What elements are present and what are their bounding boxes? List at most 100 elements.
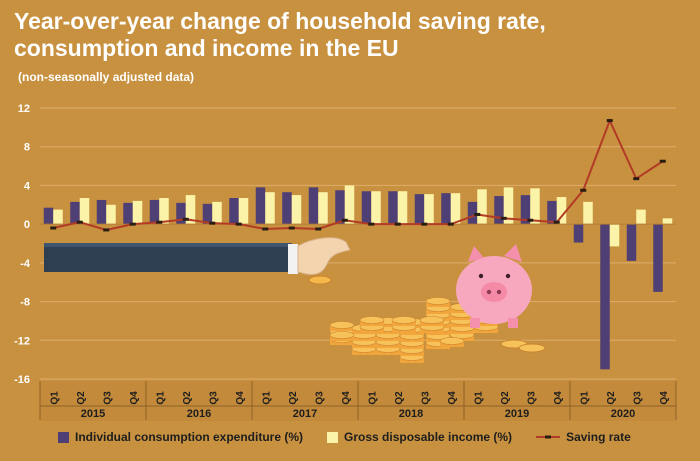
cuff-shape: [288, 244, 298, 274]
bar-income: [185, 195, 196, 225]
bar-consumption: [149, 199, 160, 225]
bar-income: [609, 224, 620, 247]
bar-consumption: [96, 199, 107, 225]
bar-consumption: [573, 224, 584, 243]
bar-income: [371, 191, 381, 225]
bar-consumption: [176, 202, 186, 225]
saving-line-layer: [50, 117, 666, 232]
bar-consumption: [414, 194, 425, 225]
bar-income: [503, 187, 514, 225]
x-tick-label: Q4: [447, 391, 458, 405]
bar-income: [662, 218, 673, 225]
piggy-nostril: [486, 289, 492, 295]
coin-icon: [391, 316, 417, 324]
x-tick-label: Q2: [606, 391, 617, 405]
x-tick-label: Q4: [659, 391, 670, 405]
bar-income: [106, 204, 116, 225]
legend-swatch-income: [327, 431, 339, 443]
x-tick-label: Q1: [473, 391, 484, 405]
legend-label-consumption: Individual consumption expenditure (%): [75, 430, 304, 444]
legend-label-saving: Saving rate: [566, 430, 631, 444]
x-tick-label: Q1: [579, 391, 590, 405]
bar-income: [556, 197, 567, 225]
bar-consumption: [308, 187, 319, 225]
y-tick-label: -12: [14, 335, 30, 347]
bar-income: [583, 201, 593, 225]
bar-income: [450, 193, 461, 225]
x-tick-label: Q3: [208, 391, 219, 405]
bar-income: [291, 195, 302, 225]
y-tick-label: 8: [24, 142, 30, 154]
x-tick-label: Q2: [500, 391, 511, 405]
legend: Individual consumption expenditure (%) G…: [58, 430, 631, 444]
y-tick-label: 12: [18, 103, 30, 115]
bar-income: [477, 189, 487, 225]
bar-consumption: [494, 196, 504, 225]
bar-consumption: [361, 191, 372, 225]
legend-item-saving: Saving rate: [536, 430, 631, 444]
piggy-eye: [505, 273, 511, 279]
legend-item-consumption: Individual consumption expenditure (%): [58, 430, 303, 444]
chart-title-line-2: consumption and income in the EU: [14, 35, 399, 61]
coin-icon: [329, 321, 355, 329]
legend-swatch-consumption: [58, 431, 69, 443]
piggy-leg: [508, 318, 518, 328]
piggy-snout: [481, 282, 507, 302]
bar-consumption: [335, 190, 345, 225]
x-tick-label: Q1: [367, 391, 378, 405]
x-tick-label: Q4: [235, 391, 246, 405]
x-tick-label: Q2: [182, 391, 193, 405]
legend-item-income: Gross disposable income (%): [327, 430, 512, 444]
hand-shape: [297, 237, 351, 275]
chart-subtitle: (non-seasonally adjusted data): [18, 70, 195, 84]
x-tick-label: Q1: [49, 391, 60, 405]
piggy-eye: [478, 273, 484, 279]
legend-label-income: Gross disposable income (%): [344, 430, 513, 444]
bar-consumption: [467, 201, 478, 225]
bar-consumption: [441, 193, 451, 225]
piggy-nostril: [496, 289, 502, 295]
bar-income: [318, 192, 328, 225]
bar-consumption: [229, 198, 239, 225]
bar-income: [238, 198, 249, 225]
y-axis: 12 8 4 0 -4 -8 -12 -16: [14, 103, 31, 386]
x-axis: Q1 Q2 Q3 Q4 Q1 Q2 Q3 Q4 Q1 Q2 Q3 Q4 Q1 Q2 Q3 Q4 Q1 Q2 Q3 Q4…: [39, 381, 677, 421]
x-tick-label: Q3: [314, 391, 325, 405]
x-tick-label: Q4: [341, 391, 352, 405]
sleeve-highlight: [44, 243, 292, 247]
bar-consumption: [653, 224, 663, 292]
bar-income: [344, 185, 355, 225]
bar-consumption: [43, 207, 54, 225]
x-tick-label: Q3: [632, 391, 643, 405]
loose-coin-icon: [518, 343, 546, 353]
year-label: 2015: [81, 408, 105, 420]
x-tick-label: Q2: [288, 391, 299, 405]
legend-swatch-saving: [536, 435, 561, 439]
bar-consumption: [520, 195, 531, 225]
bar-income: [530, 188, 540, 225]
bar-consumption: [255, 187, 266, 225]
year-label: 2019: [505, 408, 529, 420]
bar-income: [212, 201, 222, 225]
x-tick-label: Q2: [76, 391, 87, 405]
sleeve-shape: [44, 246, 292, 272]
bar-income: [397, 191, 408, 225]
year-label: 2020: [611, 408, 635, 420]
bar-income: [636, 209, 646, 225]
bar-consumption: [123, 202, 133, 225]
y-tick-label: 4: [24, 180, 31, 192]
bar-consumption: [70, 201, 80, 225]
bar-income: [53, 209, 63, 225]
y-tick-label: 0: [24, 219, 30, 231]
y-tick-label: -4: [20, 258, 31, 270]
coin-icon: [329, 331, 355, 339]
coin-in-hand-icon: [308, 275, 332, 285]
piggy-leg: [470, 318, 480, 328]
bar-income: [265, 192, 275, 225]
coin-icon: [419, 316, 445, 324]
coin-icon: [359, 316, 385, 324]
coin-icon: [425, 297, 451, 305]
year-label: 2016: [187, 408, 211, 420]
saving-rate-line: [53, 117, 664, 231]
